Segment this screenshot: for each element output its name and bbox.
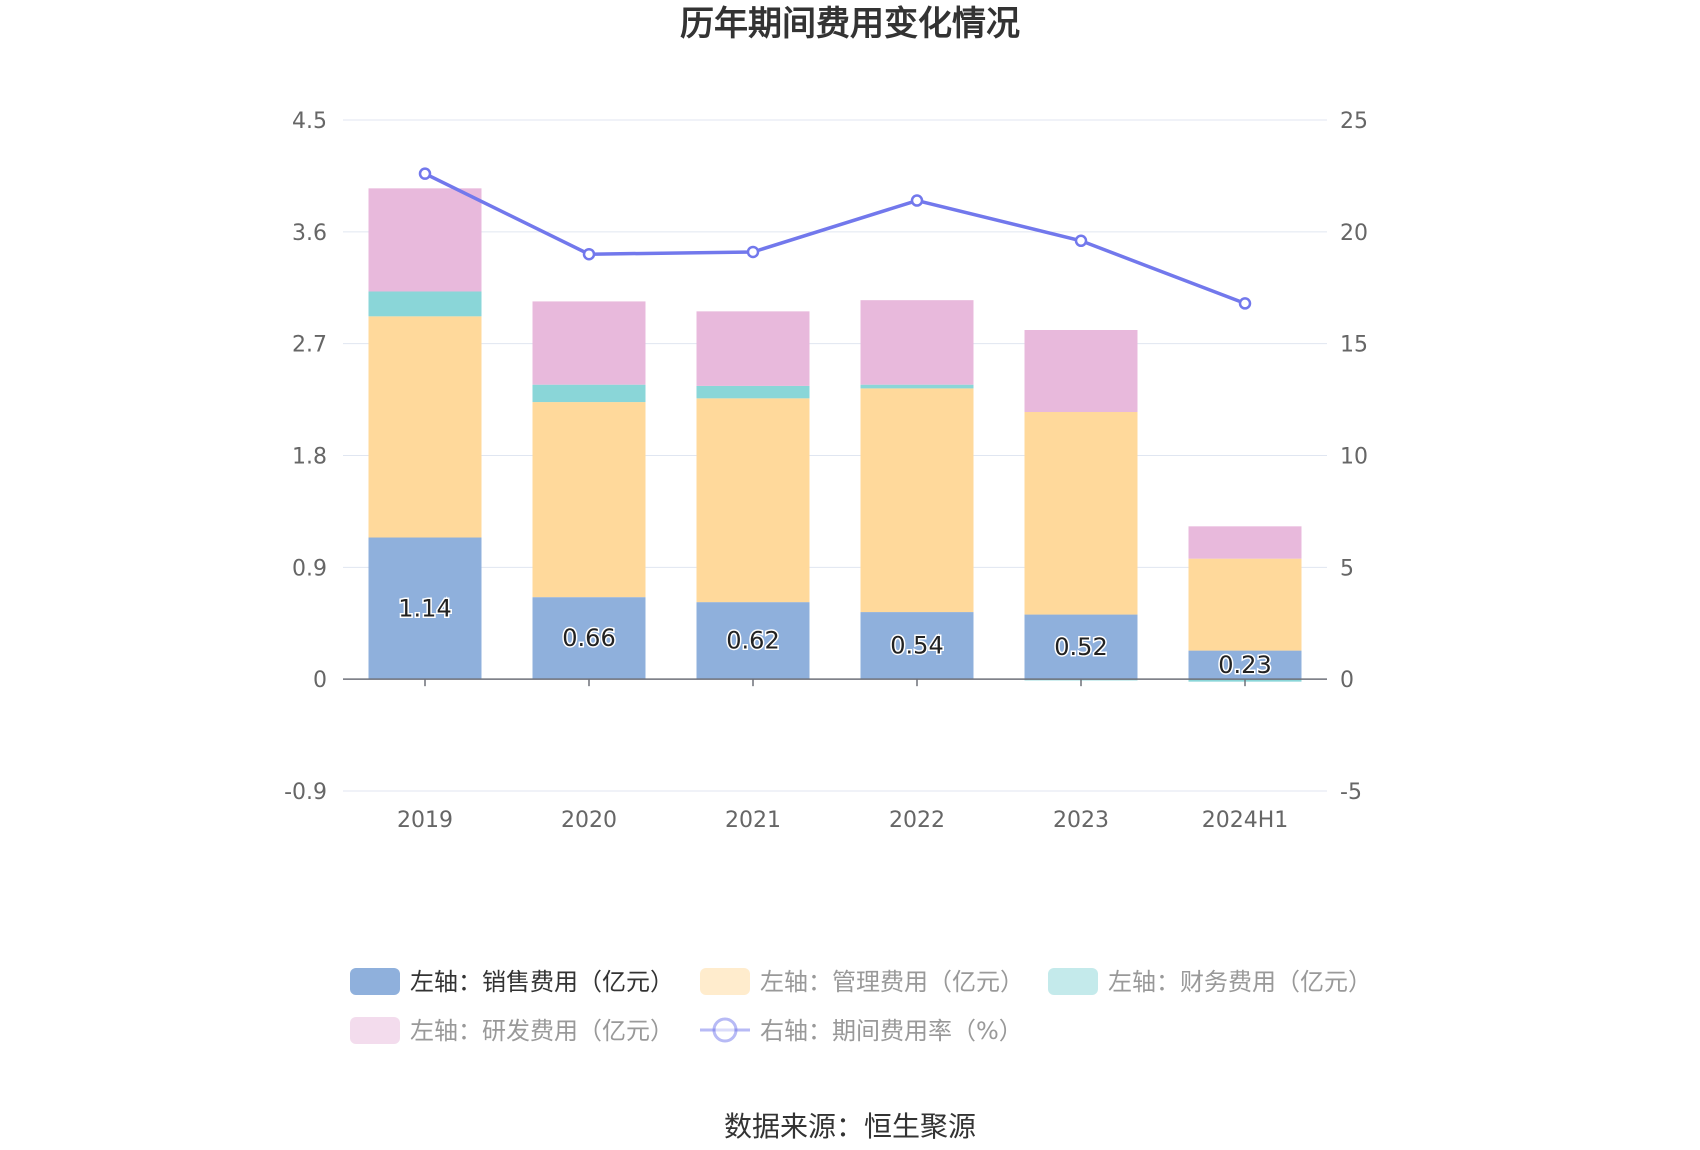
bar-segment	[368, 316, 482, 538]
x-tick-label: 2022	[889, 808, 945, 833]
left-tick-label: 2.7	[292, 333, 327, 358]
left-tick-label: 0.9	[292, 556, 327, 581]
legend-item: 左轴：研发费用（亿元）	[350, 1017, 674, 1045]
legend-item: 左轴：财务费用（亿元）	[1048, 968, 1372, 996]
left-axis-ticks: 4.5 3.6 2.7 1.8 0.9 0 -0.9	[284, 109, 327, 805]
legend-swatch	[1048, 968, 1098, 995]
bar-segment	[1188, 526, 1302, 559]
left-tick-label: 0	[313, 668, 327, 693]
right-tick-label: 15	[1340, 333, 1368, 358]
legend: 左轴：销售费用（亿元） 左轴：管理费用（亿元） 左轴：财务费用（亿元） 左轴：研发费用…	[350, 968, 1372, 1045]
legend-item: 右轴：期间费用率（%）	[700, 1017, 1023, 1045]
legend-label: 左轴：财务费用（亿元）	[1108, 968, 1372, 996]
bar-segment	[532, 597, 646, 680]
bar-segment	[368, 188, 482, 292]
right-tick-label: 20	[1340, 221, 1368, 246]
bar-segment	[1024, 329, 1138, 413]
bar-series	[368, 188, 1302, 682]
right-tick-label: 10	[1340, 445, 1368, 470]
bar-data-labels: 1.14 0.66 0.62 0.54 0.52 0.23	[397, 593, 1273, 681]
bar-segment	[860, 388, 974, 613]
left-tick-label: 4.5	[292, 109, 327, 134]
x-axis-ticks: 2019 2020 2021 2022 2023 2024H1	[397, 808, 1288, 833]
bar-segment	[532, 384, 646, 403]
bar-segment	[368, 291, 482, 317]
bar-value-label: 0.52	[1054, 633, 1107, 661]
rate-line	[424, 172, 1246, 306]
bar-segment	[696, 602, 810, 680]
bar-segment	[532, 402, 646, 598]
bar-segment	[1188, 558, 1302, 651]
legend-marker	[712, 1017, 738, 1043]
bar-value-label: 0.54	[890, 632, 943, 660]
right-axis-ticks: 25 20 15 10 5 0 -5	[1340, 109, 1368, 805]
rate-point	[1238, 297, 1252, 310]
bar-value-label: 0.66	[562, 624, 615, 652]
bar-segment	[532, 301, 646, 385]
bar-segment	[696, 385, 810, 399]
rate-point	[418, 167, 432, 180]
legend-item: 左轴：销售费用（亿元）	[350, 968, 674, 996]
right-tick-label: 5	[1340, 556, 1354, 581]
x-tick-label: 2021	[725, 808, 781, 833]
legend-item: 左轴：管理费用（亿元）	[700, 968, 1024, 996]
bar-segment	[860, 612, 974, 680]
grid-lines	[343, 119, 1327, 792]
bar-segment	[1188, 650, 1302, 680]
bar-value-label: 1.14	[398, 594, 451, 622]
bar-segment	[1024, 412, 1138, 615]
left-tick-label: 3.6	[292, 221, 327, 246]
bar-segment	[860, 384, 974, 389]
x-tick-label: 2020	[561, 808, 617, 833]
left-tick-label: -0.9	[284, 780, 327, 805]
x-tick-label: 2023	[1053, 808, 1109, 833]
x-axis	[343, 678, 1327, 687]
legend-label: 左轴：管理费用（亿元）	[760, 968, 1024, 996]
x-tick-label: 2024H1	[1202, 808, 1289, 833]
rate-point	[746, 245, 760, 259]
legend-swatch	[350, 1017, 400, 1044]
right-tick-label: 25	[1340, 109, 1368, 134]
legend-swatch	[700, 968, 750, 995]
legend-label: 左轴：销售费用（亿元）	[410, 968, 674, 996]
bar-segment	[696, 311, 810, 386]
rate-point	[582, 247, 596, 261]
bar-value-label: 0.62	[726, 627, 779, 655]
right-tick-label: 0	[1340, 668, 1354, 693]
chart-title: 历年期间费用变化情况	[680, 4, 1020, 44]
right-tick-label: -5	[1340, 780, 1362, 805]
rate-point	[1074, 234, 1088, 248]
bar-segment	[860, 300, 974, 385]
rate-line-series	[418, 167, 1252, 310]
x-tick-label: 2019	[397, 808, 453, 833]
left-tick-label: 1.8	[292, 445, 327, 470]
rate-point	[910, 194, 924, 207]
bar-value-label: 0.23	[1218, 651, 1271, 679]
bar-segment	[1024, 614, 1138, 680]
data-source: 数据来源：恒生聚源	[724, 1110, 976, 1143]
legend-label: 右轴：期间费用率（%）	[760, 1017, 1023, 1045]
bar-segment	[368, 537, 482, 680]
legend-label: 左轴：研发费用（亿元）	[410, 1017, 674, 1045]
bar-segment	[696, 398, 810, 603]
legend-swatch	[350, 968, 400, 995]
